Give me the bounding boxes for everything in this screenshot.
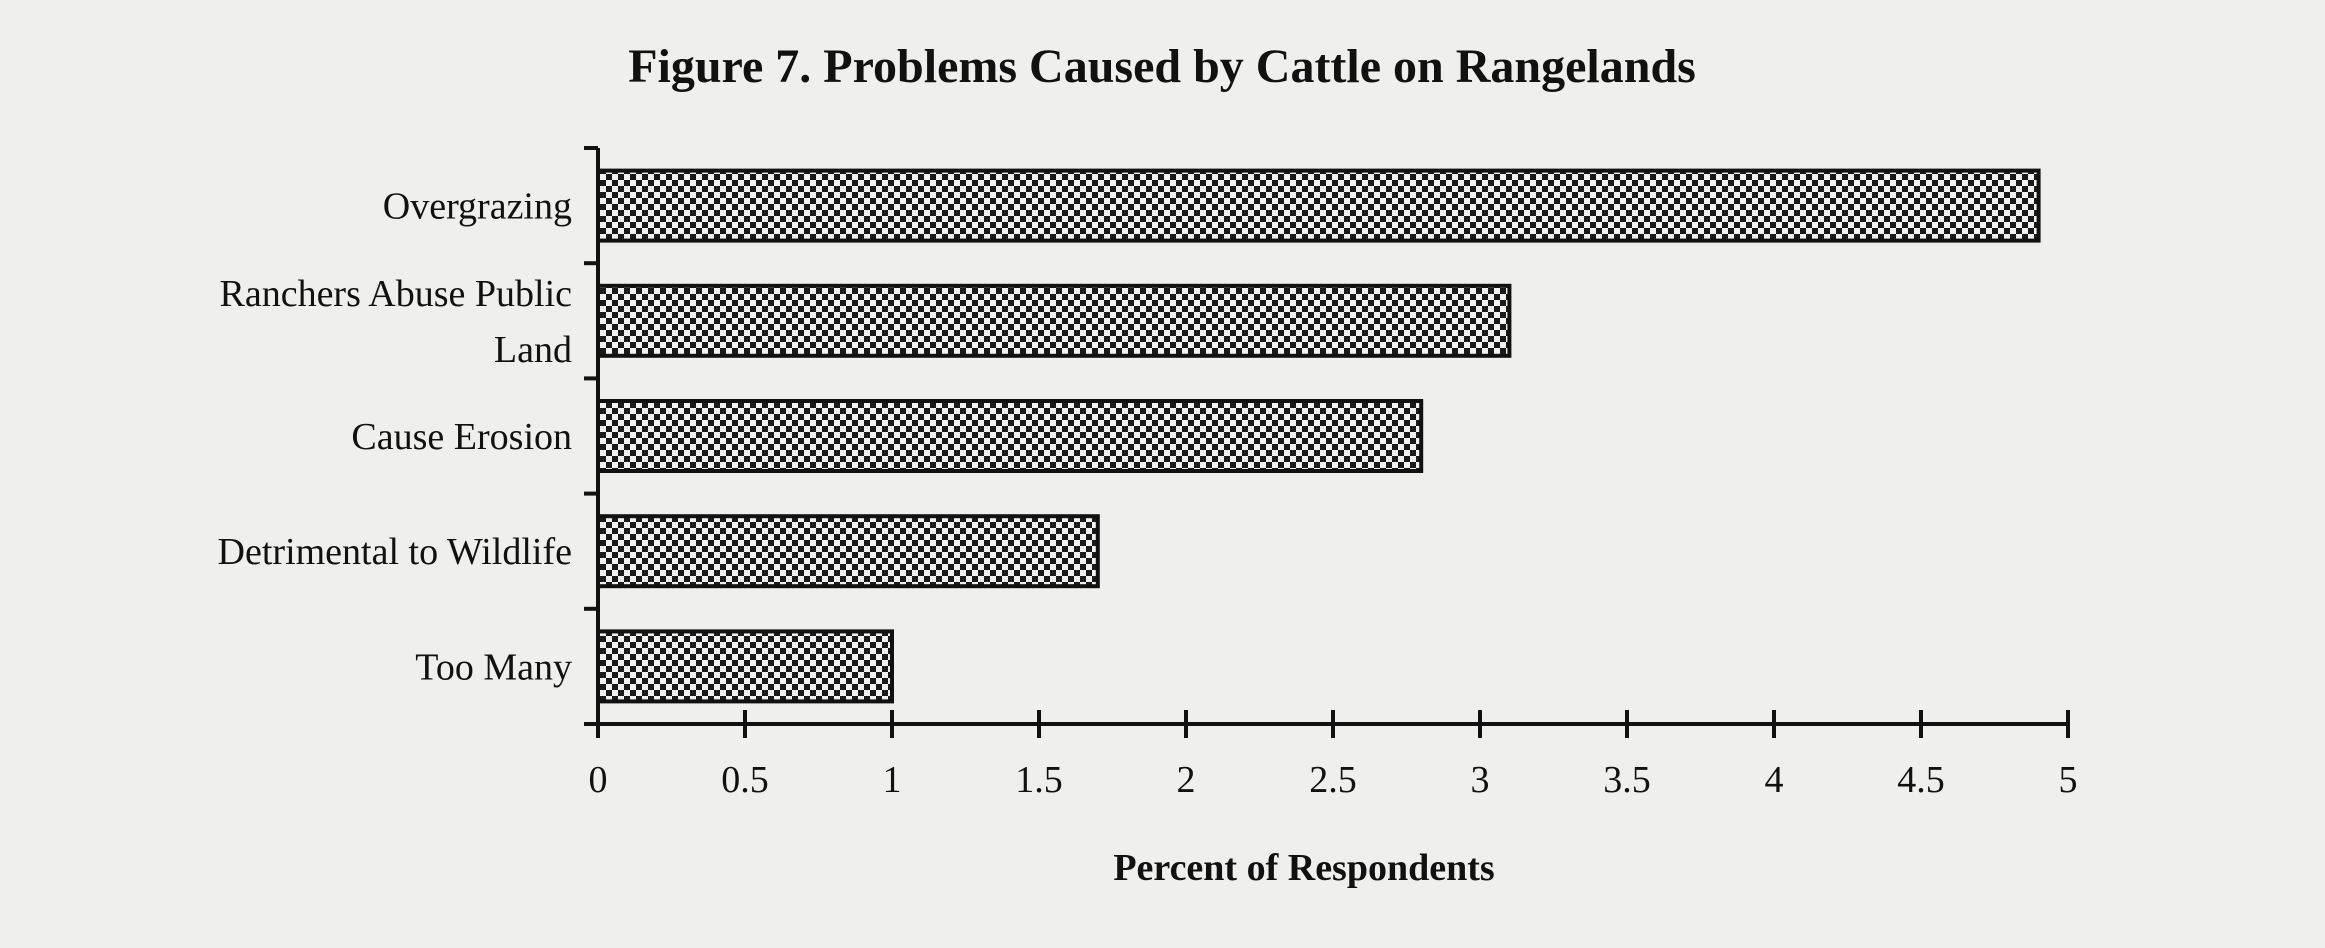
- x-axis-tick-label: 1.5: [1015, 759, 1063, 801]
- x-axis-tick-label: 3: [1471, 759, 1490, 801]
- x-axis-tick-label: 0: [589, 759, 608, 801]
- category-label: Detrimental to Wildlife: [218, 531, 572, 573]
- x-axis-tick-label: 1: [883, 759, 902, 801]
- category-label: Too Many: [415, 646, 572, 688]
- bars-layer: [596, 168, 2041, 704]
- x-axis-tick-label: 5: [2059, 759, 2078, 801]
- bar: [596, 283, 1512, 358]
- bar: [596, 629, 894, 704]
- x-axis-tick-label: 0.5: [721, 759, 769, 801]
- bar: [596, 168, 2041, 243]
- category-label: Cause Erosion: [351, 416, 572, 458]
- x-axis-ticks: [596, 710, 2070, 738]
- category-label: Ranchers Abuse Public: [219, 273, 572, 315]
- category-labels: Overgrazing Ranchers Abuse Public Land Caus…: [218, 186, 572, 689]
- x-axis-tick-label: 2: [1177, 759, 1196, 801]
- x-axis-tick-label: 4: [1765, 759, 1784, 801]
- bar: [596, 514, 1100, 589]
- x-axis-tick-labels: 0 0.5 1 1.5 2 2.5 3 3.5 4 4.5 5: [589, 759, 2078, 801]
- x-axis-tick-label: 3.5: [1603, 759, 1651, 801]
- category-label: Land: [494, 329, 572, 371]
- x-axis-tick-label: 4.5: [1897, 759, 1945, 801]
- x-axis-label: Percent of Respondents: [1113, 847, 1494, 889]
- y-axis-ticks: [584, 146, 598, 726]
- bar: [596, 399, 1424, 473]
- chart-title: Figure 7. Problems Caused by Cattle on R…: [628, 40, 1696, 93]
- category-label: Overgrazing: [383, 186, 572, 228]
- x-axis-tick-label: 2.5: [1309, 759, 1357, 801]
